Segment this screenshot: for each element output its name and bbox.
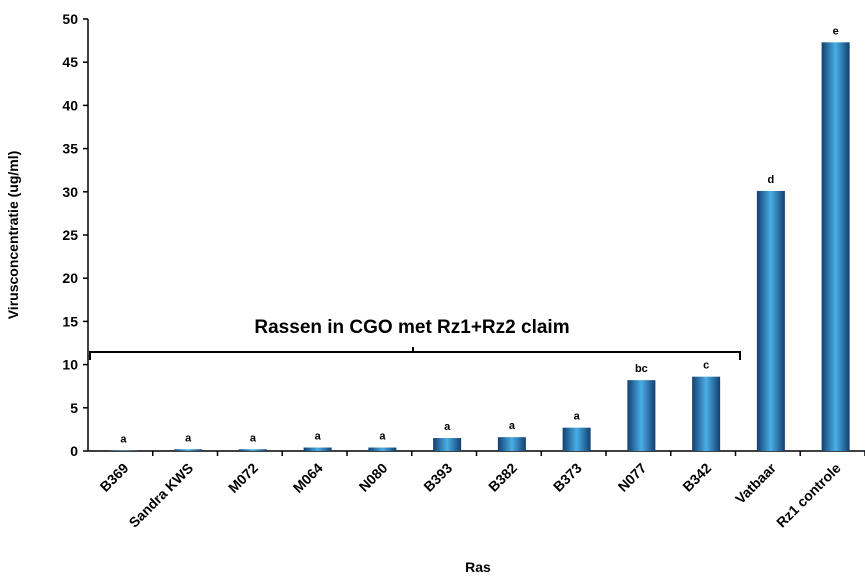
x-tick-label: B342 (679, 460, 714, 495)
letter-label: a (379, 431, 386, 443)
y-tick-label: 0 (70, 443, 78, 459)
bar (433, 438, 462, 451)
y-axis-title: Virusconcentratie (ug/ml) (5, 151, 21, 320)
y-tick-label: 20 (62, 270, 78, 286)
x-tick-label: B373 (550, 460, 585, 495)
bar (821, 42, 850, 451)
y-tick-label: 50 (62, 11, 78, 27)
bar (756, 190, 785, 451)
x-tick-label: N080 (356, 460, 391, 495)
letter-label: a (315, 431, 322, 443)
bracket (89, 347, 741, 360)
x-tick-label: B382 (485, 460, 520, 495)
annotation: Rassen in CGO met Rz1+Rz2 claim (254, 317, 569, 338)
x-tick-label: N077 (615, 460, 650, 495)
bar (238, 449, 267, 451)
bar (562, 427, 591, 451)
bar (303, 447, 332, 451)
letter-label: a (509, 420, 516, 432)
letter-label: d (768, 174, 775, 186)
x-axis-title: Ras (465, 559, 491, 575)
bar (627, 380, 656, 451)
x-tick-label: Rz1 controle (773, 460, 844, 531)
letter-label: a (250, 432, 257, 444)
y-tick-label: 45 (62, 54, 78, 70)
x-tick-label: Sandra KWS (126, 460, 197, 531)
y-tick-label: 35 (62, 141, 78, 157)
x-tick-label: M064 (290, 460, 326, 496)
y-tick-label: 40 (62, 97, 78, 113)
x-tick-label: M072 (225, 460, 261, 496)
y-tick-label: 5 (70, 400, 78, 416)
letter-label: c (703, 360, 709, 372)
x-tick-label: B369 (97, 460, 132, 495)
bar (174, 449, 203, 451)
letter-label: a (120, 434, 127, 446)
x-tick-label: Vatbaar (732, 459, 779, 506)
x-tick-label: B393 (420, 460, 455, 495)
y-tick-label: 30 (62, 184, 78, 200)
letter-label: a (444, 421, 451, 433)
bar (497, 437, 526, 451)
y-tick-label: 25 (62, 227, 78, 243)
letter-label: a (185, 432, 192, 444)
y-tick-label: 15 (62, 313, 78, 329)
y-tick-label: 10 (62, 357, 78, 373)
letter-label: bc (635, 363, 648, 375)
bar (368, 447, 397, 451)
letter-label: e (833, 25, 839, 37)
letter-label: a (574, 411, 581, 423)
bar (692, 376, 721, 451)
